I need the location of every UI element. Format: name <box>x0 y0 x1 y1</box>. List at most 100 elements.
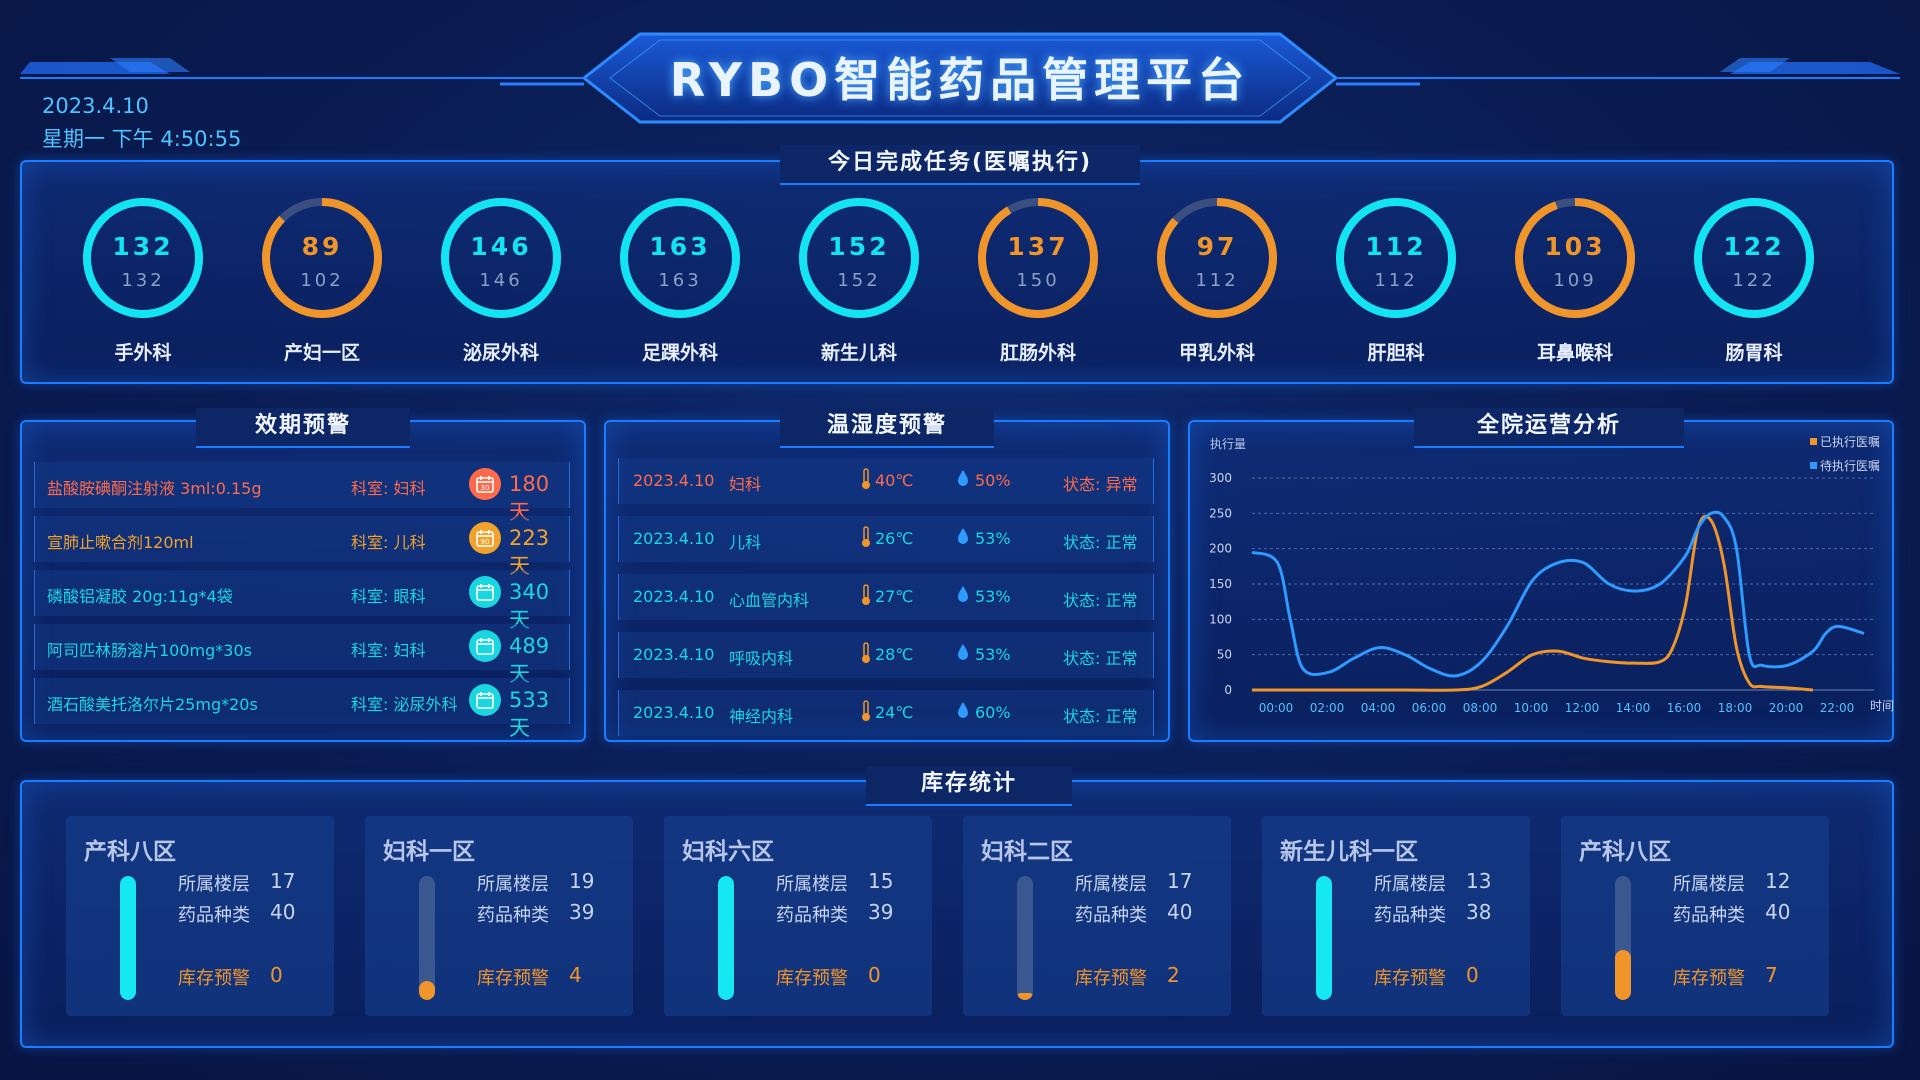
task-dept-label: 肛肠外科 <box>999 342 1076 364</box>
ops-line-chart: 执行量 0 50 100 150 200 250 300 00:00 02:00 04:00 06:0… <box>1209 435 1894 715</box>
climate-status: 状态: 正常 <box>1063 649 1138 668</box>
expiry-title-text: 效期预警 <box>254 413 351 438</box>
progress-ring-icon <box>262 198 382 318</box>
calendar-icon <box>469 630 501 662</box>
climate-temp: 40℃ <box>875 471 914 490</box>
x-tick-label: 12:00 <box>1565 701 1600 715</box>
stock-kinds-label: 药品种类 <box>477 905 549 926</box>
expiry-row[interactable]: 阿司匹林肠溶片100mg*30s 科室: 妇科 489天 <box>34 624 570 686</box>
task-dept-label: 足踝外科 <box>641 342 718 364</box>
stock-alerts-value: 4 <box>569 963 582 987</box>
legend-label[interactable]: 待执行医嘱 <box>1820 459 1880 473</box>
task-ring: 152 152 <box>797 196 921 320</box>
climate-humidity: 53% <box>975 645 1011 664</box>
calendar-icon <box>469 684 501 716</box>
y-axis-label: 执行量 <box>1210 437 1246 451</box>
expiry-days: 340天 <box>509 580 550 632</box>
climate-row[interactable]: 2023.4.10 神经内科 24℃ 60% 状态: 正常 <box>618 690 1154 736</box>
stock-floor-value: 13 <box>1466 869 1492 893</box>
expiry-dept: 科室: 儿科 <box>351 533 426 552</box>
stock-kinds-label: 药品种类 <box>1374 905 1446 926</box>
stock-level-fill <box>1615 950 1631 1000</box>
progress-ring-icon <box>799 198 919 318</box>
task-done-count: 146 <box>470 232 532 261</box>
task-dept-label: 泌尿外科 <box>462 342 539 364</box>
expiry-row[interactable]: 宣肺止嗽合剂120ml 科室: 儿科 90 223天 <box>34 516 570 578</box>
task-ring: 112 112 <box>1334 196 1458 320</box>
stock-floor-label: 所属楼层 <box>1075 874 1147 895</box>
stock-alerts-label: 库存预警 <box>1374 968 1446 989</box>
stock-alerts-label: 库存预警 <box>477 968 549 989</box>
expiry-days: 489天 <box>509 634 550 686</box>
x-tick-label: 16:00 <box>1667 701 1702 715</box>
stock-card[interactable]: 妇科一区 所属楼层 19 药品种类 39 库存预警 4 <box>365 816 633 1016</box>
expiry-row[interactable]: 磷酸铝凝胶 20g:11g*4袋 科室: 眼科 340天 <box>34 570 570 632</box>
header-frame <box>20 32 1900 124</box>
climate-temp: 26℃ <box>875 529 914 548</box>
climate-date: 2023.4.10 <box>633 645 715 664</box>
task-total-count: 152 <box>837 270 881 291</box>
y-tick-label: 0 <box>1224 683 1232 697</box>
humidity-drop-icon <box>955 642 971 666</box>
stock-floor-value: 12 <box>1765 869 1791 893</box>
climate-date: 2023.4.10 <box>633 587 715 606</box>
task-done-count: 103 <box>1544 232 1606 261</box>
task-ring: 146 146 <box>439 196 563 320</box>
climate-row[interactable]: 2023.4.10 妇科 40℃ 50% 状态: 异常 <box>618 458 1154 504</box>
climate-title-text: 温湿度预警 <box>826 413 947 438</box>
climate-row[interactable]: 2023.4.10 呼吸内科 28℃ 53% 状态: 正常 <box>618 632 1154 678</box>
x-tick-label: 00:00 <box>1259 701 1294 715</box>
task-total-count: 146 <box>479 270 523 291</box>
climate-row[interactable]: 2023.4.10 心血管内科 27℃ 53% 状态: 正常 <box>618 574 1154 620</box>
page-title: RYBO智能药品管理平台 <box>669 53 1251 107</box>
stock-area-name: 妇科一区 <box>383 839 475 865</box>
x-axis-label: 时间 <box>1870 699 1894 713</box>
progress-ring-icon <box>83 198 203 318</box>
climate-date: 2023.4.10 <box>633 529 715 548</box>
stock-floor-value: 19 <box>569 869 595 893</box>
expiry-drug-name: 宣肺止嗽合剂120ml <box>47 533 194 552</box>
task-done-count: 132 <box>112 232 174 261</box>
task-ring: 132 132 <box>81 196 205 320</box>
stock-card[interactable]: 新生儿科一区 所属楼层 13 药品种类 38 库存预警 0 <box>1262 816 1530 1016</box>
climate-dept: 妇科 <box>729 475 762 494</box>
stock-kinds-label: 药品种类 <box>776 905 848 926</box>
expiry-panel-title: 效期预警 <box>196 408 410 448</box>
stock-card[interactable]: 妇科二区 所属楼层 17 药品种类 40 库存预警 2 <box>963 816 1231 1016</box>
ops-title-text: 全院运营分析 <box>1476 413 1621 438</box>
stock-kinds-label: 药品种类 <box>1673 905 1745 926</box>
current-time: 星期一 下午 4:50:55 <box>42 127 242 151</box>
stock-level-fill <box>120 876 136 1000</box>
progress-ring-icon <box>1515 198 1635 318</box>
stock-alerts-label: 库存预警 <box>1075 968 1147 989</box>
climate-row[interactable]: 2023.4.10 儿科 26℃ 53% 状态: 正常 <box>618 516 1154 562</box>
stock-kinds-value: 39 <box>569 900 595 924</box>
current-date: 2023.4.10 <box>42 94 149 118</box>
humidity-drop-icon <box>955 584 971 608</box>
task-dept-label: 肝胆科 <box>1367 342 1425 364</box>
stock-floor-label: 所属楼层 <box>776 874 848 895</box>
stock-level-bar <box>1615 876 1631 1000</box>
climate-temp: 28℃ <box>875 645 914 664</box>
thermometer-icon <box>859 526 873 552</box>
humidity-drop-icon <box>955 700 971 724</box>
task-total-count: 102 <box>300 270 344 291</box>
stock-floor-label: 所属楼层 <box>1374 874 1446 895</box>
stock-card[interactable]: 妇科六区 所属楼层 15 药品种类 39 库存预警 0 <box>664 816 932 1016</box>
task-ring: 103 109 <box>1513 196 1637 320</box>
climate-temp: 27℃ <box>875 587 914 606</box>
climate-date: 2023.4.10 <box>633 471 715 490</box>
climate-status: 状态: 正常 <box>1063 533 1138 552</box>
expiry-drug-name: 酒石酸美托洛尔片25mg*20s <box>47 695 258 714</box>
stock-alerts-value: 2 <box>1167 963 1180 987</box>
stock-floor-value: 17 <box>270 869 296 893</box>
stock-card[interactable]: 产科八区 所属楼层 12 药品种类 40 库存预警 7 <box>1561 816 1829 1016</box>
expiry-row[interactable]: 盐酸胺碘酮注射液 3ml:0.15g 科室: 妇科 30 180天 <box>34 462 570 524</box>
x-tick-label: 02:00 <box>1310 701 1345 715</box>
expiry-row[interactable]: 酒石酸美托洛尔片25mg*20s 科室: 泌尿外科 533天 <box>34 678 570 740</box>
progress-ring-icon <box>441 198 561 318</box>
task-total-count: 112 <box>1195 270 1239 291</box>
stock-card[interactable]: 产科八区 所属楼层 17 药品种类 40 库存预警 0 <box>66 816 334 1016</box>
stock-floor-label: 所属楼层 <box>477 874 549 895</box>
legend-label[interactable]: 已执行医嘱 <box>1820 435 1880 449</box>
